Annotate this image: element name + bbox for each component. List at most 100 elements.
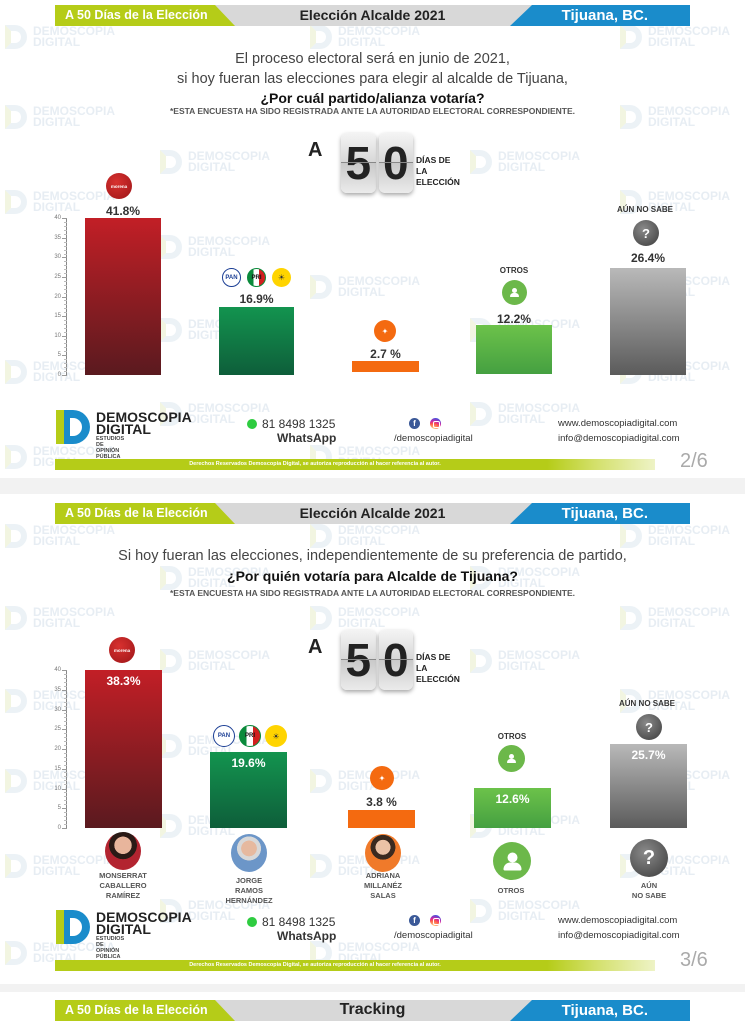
countdown-label: DÍAS DE LA ELECCIÓN bbox=[416, 155, 460, 187]
bar-value-label: 25.7% bbox=[631, 748, 666, 762]
facebook-icon[interactable]: f bbox=[409, 915, 420, 926]
logo-mark-icon bbox=[56, 410, 90, 444]
morena-logo-icon: morena bbox=[106, 173, 132, 199]
pan-logo-icon: PAN bbox=[213, 725, 235, 747]
candidate-name: MONSERRAT CABALLERO RAMÍREZ bbox=[99, 871, 147, 900]
header-days-badge: A 50 Días de la Elección bbox=[55, 503, 235, 524]
candidate-name: OTROS bbox=[497, 886, 525, 895]
flip-digit: 0 bbox=[378, 630, 413, 690]
email-link[interactable]: info@demoscopiadigital.com bbox=[558, 433, 680, 444]
registration-note: *ESTA ENCUESTA HA SIDO REGISTRADA ANTE L… bbox=[169, 588, 576, 598]
bar-otros bbox=[476, 325, 552, 374]
social-handle[interactable]: /demoscopiadigital bbox=[394, 433, 473, 444]
candidate-name: ADRIANA MILLANÉZ SALAS bbox=[364, 871, 402, 900]
bar-value-label: 16.9% bbox=[239, 292, 274, 306]
countdown-prefix: A bbox=[308, 636, 323, 658]
bar-value-label: 3.8 % bbox=[366, 795, 397, 809]
email-link[interactable]: info@demoscopiadigital.com bbox=[558, 930, 680, 941]
instagram-icon[interactable] bbox=[430, 915, 441, 926]
phone-number[interactable]: 81 8498 1325 bbox=[247, 915, 335, 929]
bar-value-label: 19.6% bbox=[231, 756, 266, 770]
facebook-icon[interactable]: f bbox=[409, 418, 420, 429]
question-mark-icon: ? bbox=[636, 714, 662, 740]
prd-logo-icon: ☀ bbox=[272, 268, 291, 287]
candidate-name: JORGE RAMOS HERNÁNDEZ bbox=[225, 876, 273, 905]
bar-no-sabe bbox=[610, 744, 687, 828]
social-handle[interactable]: /demoscopiadigital bbox=[394, 930, 473, 941]
movimiento-ciudadano-logo-icon: ✦ bbox=[370, 766, 394, 790]
flip-digit: 0 bbox=[378, 133, 413, 193]
logo-mark-icon bbox=[56, 910, 90, 944]
copyright-bar: Derechos Reservados Demoscopia Digital, … bbox=[55, 459, 655, 470]
no-sabe-question-icon: ? bbox=[630, 839, 668, 877]
bar-value-label: 2.7 % bbox=[370, 347, 401, 361]
candidate-photo-adriana bbox=[365, 834, 401, 872]
person-icon bbox=[502, 280, 527, 305]
website-link[interactable]: www.demoscopiadigital.com bbox=[558, 915, 678, 926]
website-link[interactable]: www.demoscopiadigital.com bbox=[558, 418, 678, 429]
morena-logo-icon: morena bbox=[109, 637, 135, 663]
bar-morena bbox=[85, 670, 162, 828]
bar-value-label: 12.6% bbox=[495, 792, 530, 806]
bar-mc bbox=[352, 361, 419, 372]
y-axis: 40 35 30 25 20 15 10 5 0 bbox=[37, 215, 67, 378]
bar-morena bbox=[85, 218, 161, 375]
bar-value-label: 12.2% bbox=[496, 312, 532, 326]
pri-logo-icon: PRI bbox=[247, 268, 266, 287]
header-title: Elección Alcalde 2021 bbox=[299, 505, 446, 521]
bar-value-label: 26.4% bbox=[630, 251, 666, 265]
candidate-photo-jorge bbox=[231, 834, 267, 872]
header-days-badge: A 50 Días de la Elección bbox=[55, 5, 235, 26]
header-location: Tijuana, BC. bbox=[510, 5, 690, 26]
flip-digit: 5 bbox=[341, 133, 376, 193]
y-axis: 40 35 30 25 20 15 10 5 0 bbox=[37, 667, 67, 831]
flip-clock: 5 0 bbox=[341, 630, 413, 690]
whatsapp-icon bbox=[247, 917, 257, 927]
question-line-2: ¿Por quién votaría para Alcalde de Tijua… bbox=[227, 568, 518, 584]
copyright-bar: Derechos Reservados Demoscopia Digital, … bbox=[55, 960, 655, 971]
whatsapp-icon bbox=[247, 419, 257, 429]
person-icon bbox=[498, 745, 525, 772]
slide-header: A 50 Días de la Elección Elección Alcald… bbox=[55, 5, 690, 26]
phone-number[interactable]: 81 8498 1325 bbox=[247, 417, 335, 431]
header-location: Tijuana, BC. bbox=[510, 1000, 690, 1021]
header-days-badge: A 50 Días de la Elección bbox=[55, 1000, 235, 1021]
bar-alliance bbox=[210, 752, 287, 828]
candidate-photo-monserrat bbox=[105, 832, 141, 870]
slide-header: A 50 Días de la Elección Elección Alcald… bbox=[55, 503, 690, 524]
countdown-prefix: A bbox=[308, 139, 323, 161]
bar-category-label: AÚN NO SABE bbox=[618, 699, 675, 708]
slide-candidate-preference: DEMOSCOPIA DIGITAL DEMOSCOPIA DIGITAL DEMO… bbox=[0, 494, 745, 984]
slide-tracking: A 50 Días de la Elección Tracking Tijuan… bbox=[0, 992, 745, 1024]
instagram-icon[interactable] bbox=[430, 418, 441, 429]
bar-no-sabe bbox=[610, 268, 686, 375]
header-title: Elección Alcalde 2021 bbox=[299, 7, 446, 23]
countdown-label: DÍAS DE LA ELECCIÓN bbox=[416, 652, 460, 684]
otros-person-icon bbox=[493, 842, 531, 880]
bar-alliance bbox=[219, 307, 294, 375]
bar-category-label: OTROS bbox=[497, 732, 527, 741]
flip-digit: 5 bbox=[341, 630, 376, 690]
slide-party-preference: DEMOSCOPIA DIGITAL DEMOSCOPIA DIGITAL DEMO… bbox=[0, 0, 745, 478]
header-title: Tracking bbox=[339, 1001, 406, 1018]
prd-logo-icon: ☀ bbox=[265, 725, 287, 747]
page-number: 3/6 bbox=[680, 949, 708, 971]
bar-value-label: 38.3% bbox=[106, 674, 141, 688]
bar-category-label: OTROS bbox=[499, 266, 529, 275]
registration-note: *ESTA ENCUESTA HA SIDO REGISTRADA ANTE L… bbox=[169, 106, 576, 116]
question-line-2: si hoy fueran las elecciones para elegir… bbox=[177, 71, 568, 87]
header-location: Tijuana, BC. bbox=[510, 503, 690, 524]
